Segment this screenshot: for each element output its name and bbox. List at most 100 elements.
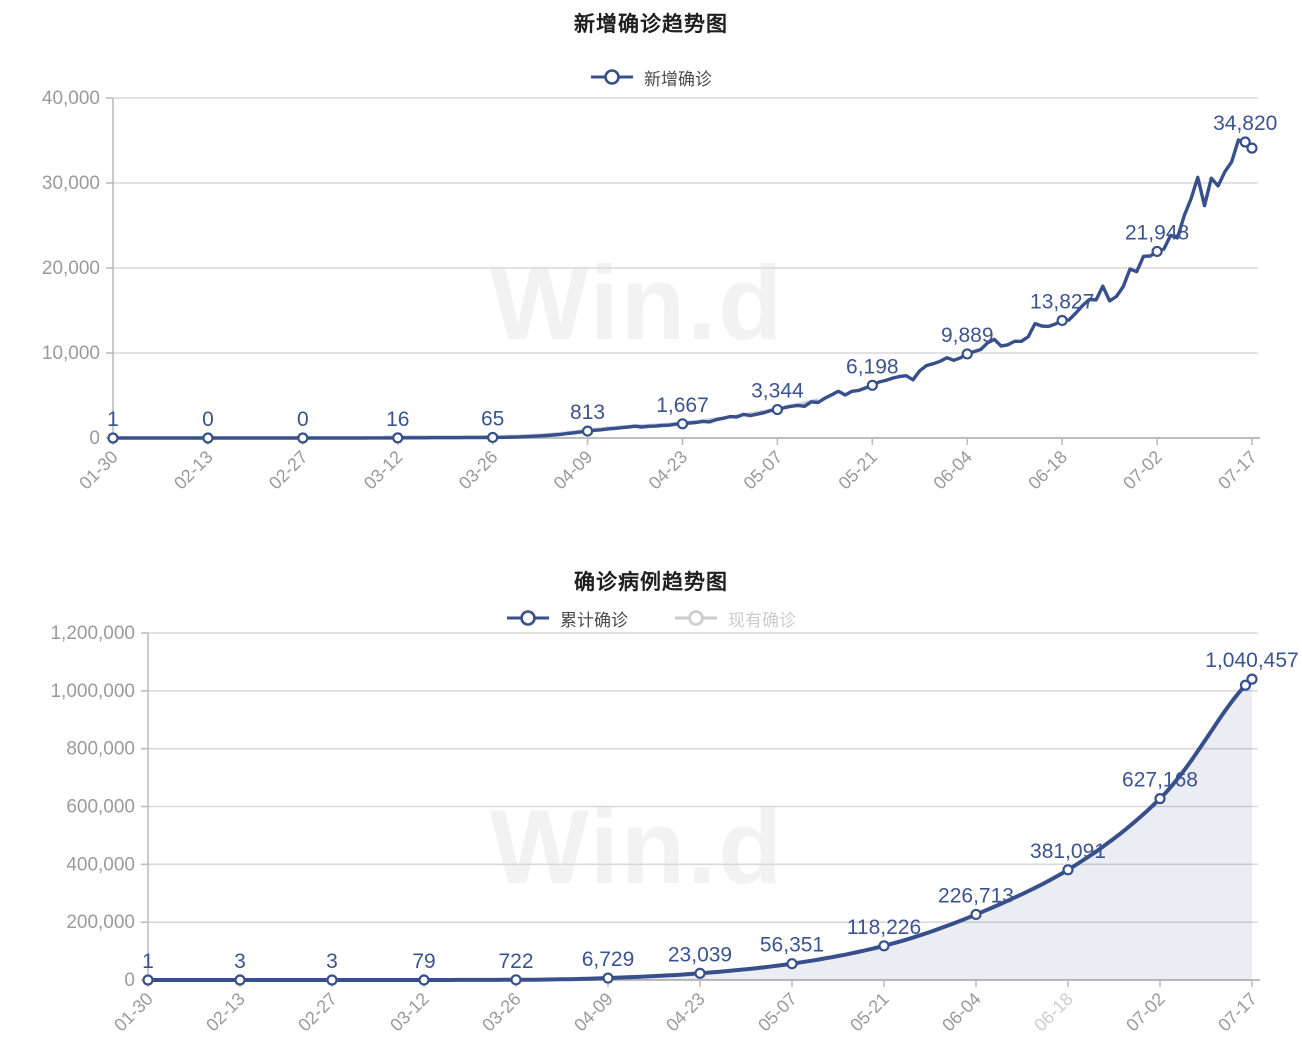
- x-axis-tick-label: 05-07: [740, 447, 787, 494]
- data-point-label: 3: [234, 950, 246, 973]
- y-axis-tick-label: 600,000: [66, 797, 135, 818]
- data-point-label: 722: [498, 950, 533, 973]
- data-point-marker[interactable]: [107, 432, 119, 444]
- data-point-label: 13,827: [1030, 290, 1094, 313]
- data-point-marker[interactable]: [326, 974, 338, 986]
- data-point-marker[interactable]: [1239, 136, 1251, 148]
- y-axis-tick-label: 0: [89, 428, 100, 449]
- data-point-marker[interactable]: [866, 379, 878, 391]
- x-axis-tick-label: 03-12: [386, 989, 433, 1036]
- x-axis-tick-label: 02-27: [265, 447, 312, 494]
- legend-line-circle-icon: [591, 69, 633, 85]
- data-point-marker[interactable]: [771, 403, 784, 416]
- data-point-label: 118,226: [847, 916, 921, 939]
- data-point-marker[interactable]: [1062, 864, 1074, 876]
- x-axis-tick-label: 02-13: [202, 989, 249, 1036]
- y-axis-tick-label: 30,000: [42, 173, 100, 194]
- data-point-label: 23,039: [668, 943, 732, 966]
- daily-new-cases-chart: Win.d 0 10,000 20,000 30,000 40,000 01-30 02-13…: [0, 0, 1302, 545]
- data-point-label: 0: [202, 408, 214, 431]
- data-point-label: 16: [386, 408, 409, 431]
- x-axis-tick-label: 06-18: [1024, 447, 1071, 494]
- data-point-marker[interactable]: [392, 432, 404, 444]
- legend-item-1-0[interactable]: 累计确诊: [506, 606, 628, 631]
- legend-item-1-1[interactable]: 现有确诊: [674, 606, 796, 631]
- area-fill: [148, 679, 1252, 980]
- data-point-label: 56,351: [760, 934, 824, 957]
- data-point-marker[interactable]: [297, 432, 309, 444]
- y-axis-tick-label: 1,200,000: [50, 623, 135, 644]
- x-axis-tick-label: 07-17: [1214, 989, 1261, 1036]
- data-point-label: 6,198: [846, 355, 899, 378]
- data-point-marker[interactable]: [961, 348, 973, 360]
- legend-line-circle-icon: [675, 610, 717, 626]
- data-point-marker[interactable]: [602, 972, 614, 984]
- data-point-marker[interactable]: [142, 974, 154, 986]
- data-point-marker[interactable]: [418, 974, 430, 986]
- x-axis-tick-label: 02-13: [170, 447, 217, 494]
- cumulative-cases-plot[interactable]: Win.d 0 200,000 400,000 600,000 800,000 1,000,…: [0, 545, 1302, 1064]
- data-point-label: 3,344: [751, 380, 804, 403]
- x-axis-tick-label: 03-26: [455, 447, 502, 494]
- data-point-label: 21,948: [1125, 221, 1189, 244]
- data-point-label: 65: [481, 407, 504, 430]
- x-axis-tick-label: 04-09: [550, 447, 597, 494]
- data-point-marker[interactable]: [581, 425, 594, 437]
- x-axis-tick-label: 03-26: [478, 989, 525, 1036]
- data-point-label: 1,040,457: [1205, 649, 1298, 672]
- y-axis-tick-label: 0: [124, 970, 135, 991]
- pre-end-point-marker[interactable]: [1239, 679, 1252, 691]
- y-axis-tick-label: 800,000: [66, 739, 135, 760]
- end-point-marker[interactable]: [1246, 142, 1258, 154]
- data-point-label: 1,667: [656, 394, 709, 417]
- data-point-label: 0: [297, 408, 309, 431]
- data-point-label: 1: [107, 408, 119, 431]
- data-point-marker[interactable]: [510, 974, 522, 986]
- new-cases-plot[interactable]: Win.d 0 10,000 20,000 30,000 40,000 01-30 02-13…: [0, 0, 1302, 545]
- y-axis-tick-label: 20,000: [42, 258, 100, 279]
- x-axis-tick-label: 04-23: [662, 989, 709, 1036]
- data-point-marker[interactable]: [694, 967, 706, 979]
- data-point-label: 6,729: [582, 948, 635, 971]
- data-point-label: 34,820: [1213, 112, 1277, 135]
- data-point-label: 1: [142, 950, 154, 973]
- data-point-marker[interactable]: [1056, 314, 1068, 327]
- x-axis-tick-label: 07-02: [1122, 989, 1169, 1036]
- data-point-marker[interactable]: [676, 418, 689, 430]
- legend-label: 新增确诊: [644, 69, 712, 89]
- wind-watermark: Win.d: [490, 245, 785, 362]
- data-point-marker[interactable]: [1246, 673, 1258, 685]
- y-axis-tick-label: 40,000: [42, 88, 100, 109]
- x-axis-tick-label: 05-21: [834, 447, 881, 494]
- data-point-marker[interactable]: [234, 974, 246, 986]
- cumulative-cases-chart: Win.d 0 200,000 400,000 600,000 800,000 1,000,…: [0, 545, 1302, 1064]
- data-point-marker[interactable]: [970, 908, 982, 921]
- y-axis-tick-label: 200,000: [66, 912, 135, 933]
- x-axis-tick-label: 04-09: [570, 989, 617, 1036]
- chart-legend: 累计确诊 现有确诊: [0, 606, 1302, 631]
- data-point-label: 79: [412, 950, 435, 973]
- watermark-ghost: [1000, 986, 1100, 1060]
- data-point-label: 226,713: [938, 884, 1014, 907]
- x-axis-tick-label: 07-17: [1214, 447, 1261, 494]
- data-point-label: 627,168: [1122, 769, 1198, 792]
- data-point-label: 813: [570, 401, 605, 424]
- x-axis-tick-label: 05-07: [754, 989, 801, 1036]
- data-point-marker[interactable]: [202, 432, 214, 444]
- data-point-marker[interactable]: [878, 940, 890, 952]
- x-axis-tick-label: 06-04: [938, 989, 985, 1036]
- data-point-label: 381,091: [1030, 840, 1106, 863]
- data-point-marker[interactable]: [1151, 245, 1163, 258]
- data-point-marker[interactable]: [487, 431, 499, 444]
- x-axis-tick-label: 04-23: [645, 447, 692, 494]
- x-axis-tick-label: 02-27: [294, 989, 341, 1036]
- legend-line-circle-icon: [507, 610, 549, 626]
- data-point-label: 3: [326, 950, 338, 973]
- data-point-marker[interactable]: [1154, 793, 1166, 805]
- data-point-marker[interactable]: [786, 958, 798, 970]
- y-axis-tick-label: 1,000,000: [50, 681, 135, 702]
- legend-item-0-0[interactable]: 新增确诊: [590, 65, 712, 90]
- chart-title: 新增确诊趋势图: [574, 13, 728, 36]
- x-axis-tick-label: 01-30: [75, 447, 122, 494]
